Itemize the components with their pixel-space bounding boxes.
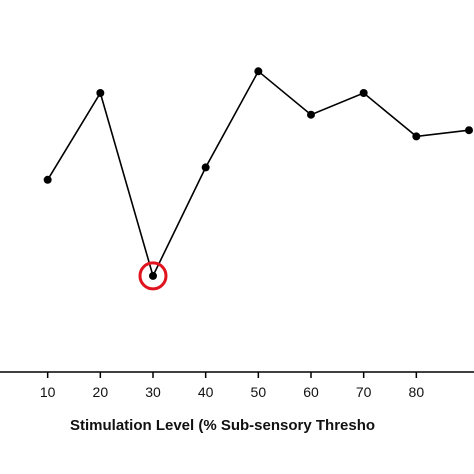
x-tick-label: 50 xyxy=(251,384,267,400)
x-tick-label: 20 xyxy=(93,384,109,400)
data-point xyxy=(43,175,52,184)
series-line xyxy=(46,70,470,279)
data-point xyxy=(254,67,263,76)
data-point xyxy=(412,132,421,141)
data-point xyxy=(465,126,473,135)
x-tick-label: 80 xyxy=(409,384,425,400)
data-point xyxy=(149,271,157,280)
x-tick-label: 30 xyxy=(145,384,161,400)
x-tick-label: 70 xyxy=(356,384,372,400)
data-point xyxy=(201,163,210,172)
x-axis-tick-labels: 01020304050607080 xyxy=(40,384,425,400)
x-tick-label: 60 xyxy=(303,384,319,400)
x-axis-ticks xyxy=(46,372,418,378)
x-tick-label: 10 xyxy=(40,384,56,400)
data-points xyxy=(43,67,473,280)
data-point xyxy=(307,110,315,119)
data-point xyxy=(359,89,368,97)
data-point xyxy=(96,89,105,97)
highlight-circle xyxy=(138,261,168,291)
x-axis-title: Stimulation Level (% Sub-sensory Thresho xyxy=(70,417,375,434)
x-tick-label: 40 xyxy=(198,384,214,400)
